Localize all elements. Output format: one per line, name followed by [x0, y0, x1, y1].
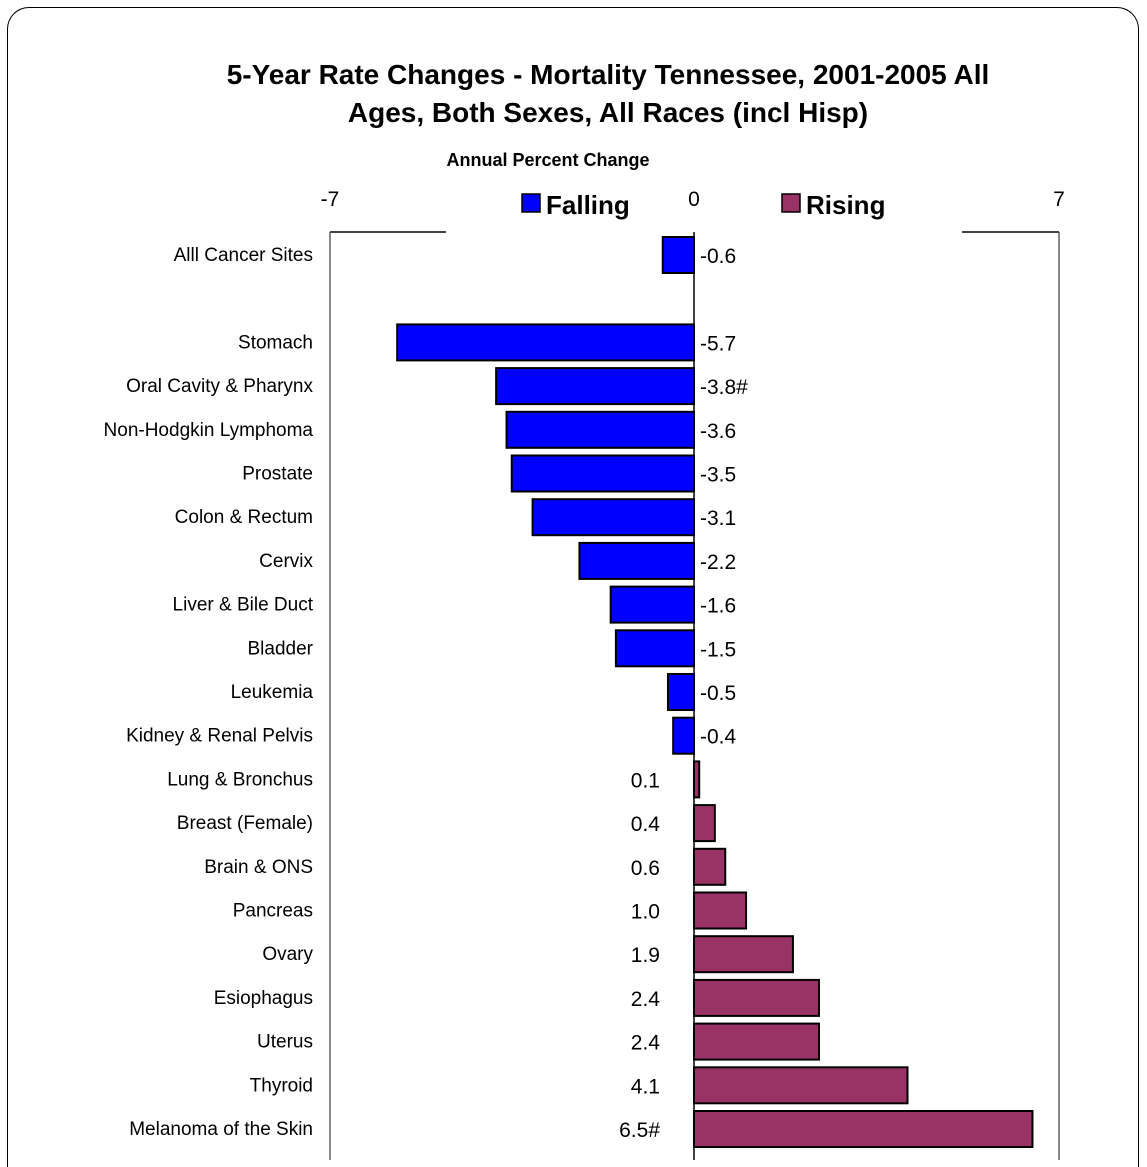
data-label: -3.1 — [700, 507, 736, 530]
category-label: Kidney & Renal Pelvis — [126, 726, 313, 747]
category-label: Uterus — [257, 1032, 313, 1053]
chart-frame — [7, 7, 1139, 1167]
category-label: Prostate — [242, 464, 313, 485]
bar-rising — [693, 1022, 820, 1061]
data-label: 0.4 — [631, 813, 661, 836]
x-tick-zero: 0 — [688, 188, 700, 211]
bar-rising — [693, 891, 748, 930]
category-label: Liver & Bile Duct — [173, 595, 314, 616]
category-label: Melanoma of the Skin — [129, 1119, 313, 1140]
category-label: Oral Cavity & Pharynx — [126, 376, 313, 397]
bar-rising — [693, 978, 820, 1017]
data-label: -2.2 — [700, 551, 736, 574]
bar-rising — [693, 760, 701, 799]
data-label: 0.1 — [631, 769, 660, 792]
data-label: 6.5# — [619, 1119, 660, 1142]
bar-falling — [510, 454, 695, 493]
category-label: Alll Cancer Sites — [174, 245, 313, 266]
data-label: 2.4 — [631, 1032, 661, 1055]
chart-title-line-2: Ages, Both Sexes, All Races (incl Hisp) — [348, 97, 868, 128]
category-label: Stomach — [238, 332, 313, 353]
data-label: 0.6 — [631, 857, 660, 880]
chart-title-line-1: 5-Year Rate Changes - Mortality Tennesse… — [227, 59, 990, 90]
data-label: -3.5 — [700, 464, 736, 487]
category-label: Esiophagus — [214, 988, 313, 1009]
data-label: -3.8# — [700, 376, 748, 399]
bar-rising — [693, 804, 716, 843]
bar-falling — [666, 673, 696, 711]
bar-falling — [505, 410, 695, 449]
category-label: Breast (Female) — [177, 813, 313, 834]
x-tick-max: 7 — [1053, 188, 1065, 211]
data-label: -0.4 — [700, 726, 737, 749]
data-label: -1.6 — [700, 595, 736, 618]
x-axis-label: Annual Percent Change — [446, 150, 649, 170]
bar-rising — [693, 847, 727, 886]
data-label: 1.9 — [631, 944, 660, 967]
data-label: -3.6 — [700, 420, 736, 443]
data-label: -1.5 — [700, 638, 736, 661]
category-label: Leukemia — [231, 682, 314, 703]
bar-falling — [531, 498, 695, 537]
plot-area-border — [329, 231, 1060, 1160]
bar-falling — [609, 585, 696, 624]
bar-falling — [614, 629, 696, 668]
data-label: 4.1 — [631, 1075, 660, 1098]
legend-swatch-falling — [521, 193, 541, 213]
category-label: Lung & Bronchus — [167, 769, 313, 790]
category-label: Brain & ONS — [204, 857, 313, 878]
bar-rising — [693, 1066, 909, 1105]
category-label: Thyroid — [250, 1075, 313, 1096]
bar-falling — [578, 541, 696, 580]
bar-falling — [396, 323, 695, 362]
category-label: Colon & Rectum — [175, 507, 313, 528]
data-label: -0.6 — [700, 245, 736, 268]
bar-rising — [693, 935, 794, 974]
legend-label-falling: Falling — [546, 190, 630, 220]
category-label: Cervix — [259, 551, 313, 572]
bar-falling — [495, 367, 695, 406]
bar-rising — [693, 1110, 1034, 1148]
bar-falling — [661, 236, 695, 274]
category-label: Non-Hodgkin Lymphoma — [104, 420, 314, 441]
category-label: Ovary — [262, 944, 313, 965]
data-label: 2.4 — [631, 988, 661, 1011]
data-label: 1.0 — [631, 901, 660, 924]
data-label: -5.7 — [700, 332, 736, 355]
bars-group: Alll Cancer Sites -0.6 Stomach -5.7 Oral Cav… — [104, 236, 1034, 1148]
legend-swatch-rising — [781, 193, 801, 213]
x-tick-min: -7 — [321, 188, 340, 211]
category-label: Pancreas — [233, 901, 313, 922]
data-label: -0.5 — [700, 682, 736, 705]
legend-label-rising: Rising — [806, 190, 885, 220]
legend: Falling Rising — [521, 190, 885, 220]
bar-falling — [672, 716, 696, 755]
category-label: Bladder — [248, 638, 314, 659]
